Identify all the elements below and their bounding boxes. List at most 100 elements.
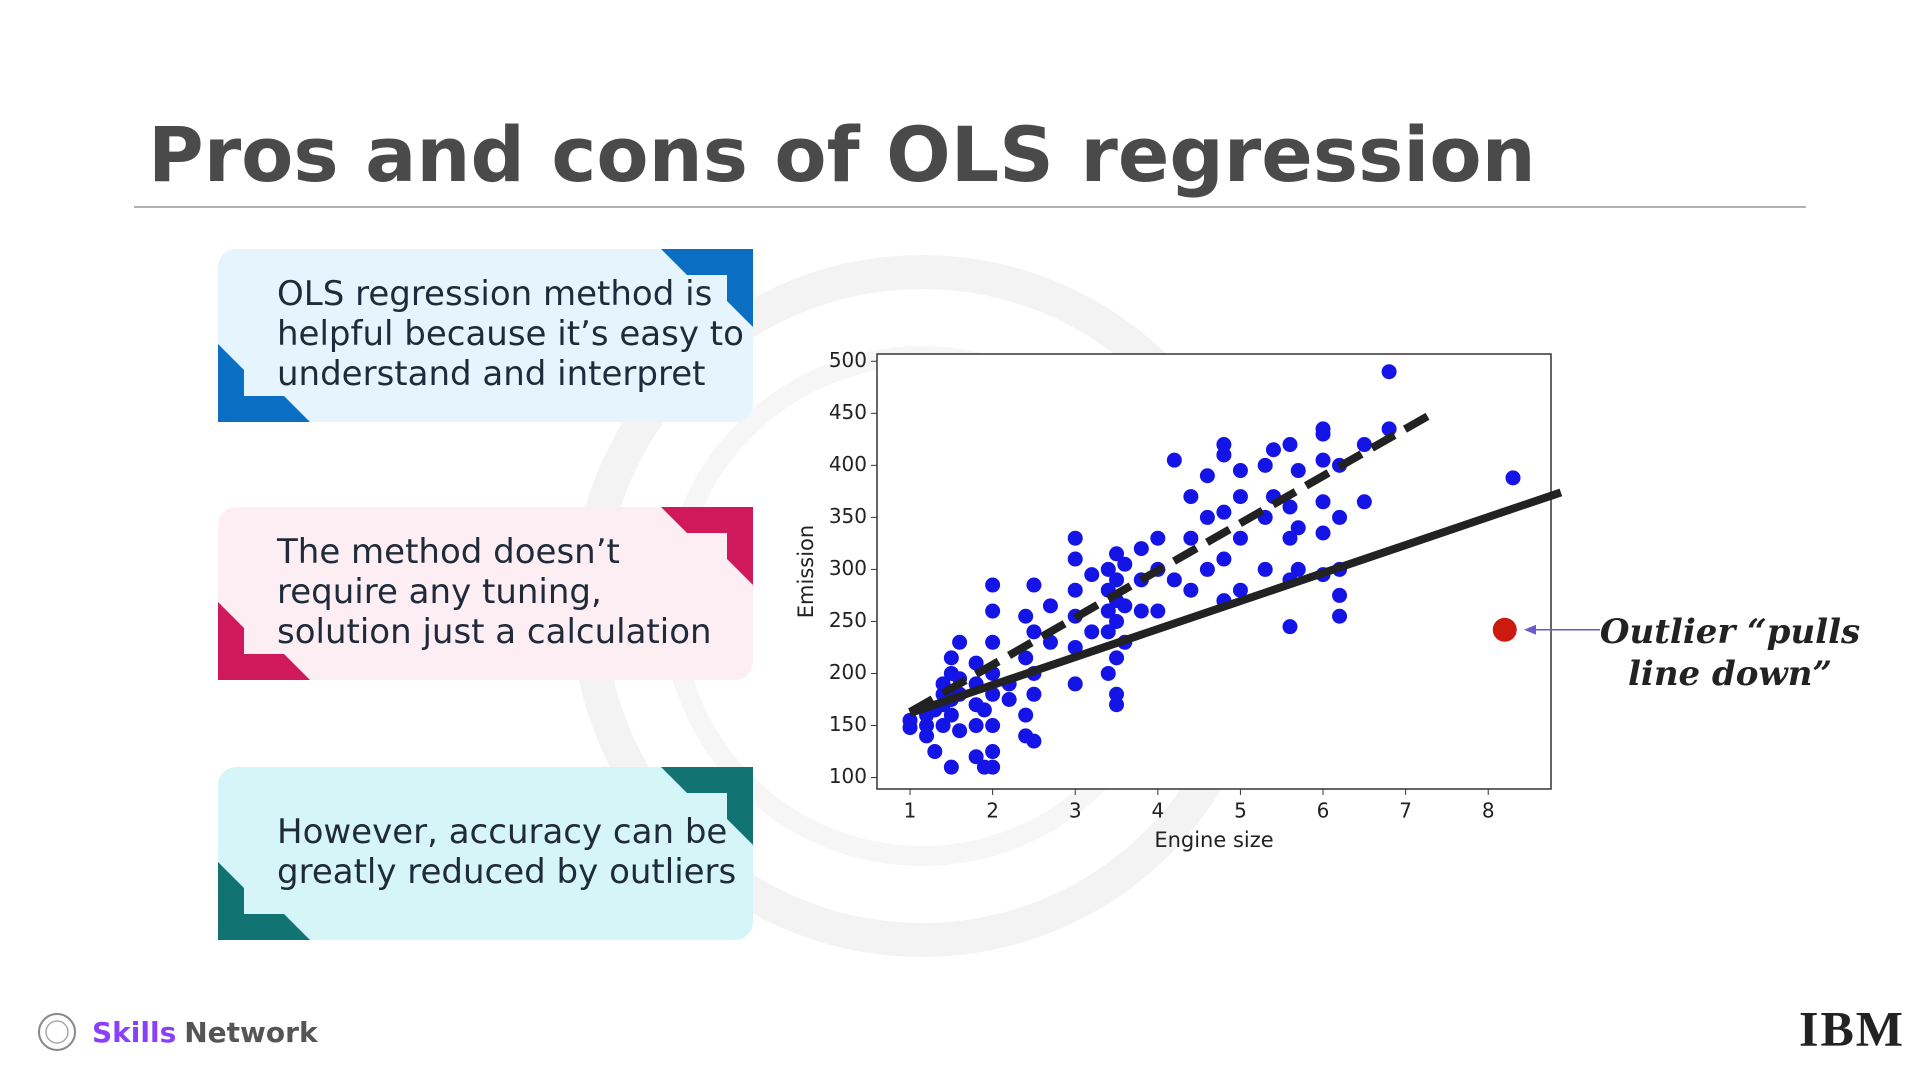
brand-icon — [45, 1020, 69, 1044]
data-point — [1067, 639, 1083, 655]
data-point — [902, 712, 918, 728]
data-point — [1381, 364, 1397, 380]
card-corner — [218, 602, 310, 680]
data-point — [1199, 561, 1215, 577]
x-tick-label: 3 — [1069, 799, 1082, 823]
data-point — [1067, 551, 1083, 567]
data-point — [1257, 561, 1273, 577]
data-point — [1257, 457, 1273, 473]
y-tick-label: 500 — [829, 348, 867, 372]
card-text: greatly reduced by outliers — [277, 852, 736, 892]
data-point — [1199, 509, 1215, 525]
data-point — [1067, 530, 1083, 546]
card — [218, 767, 753, 940]
data-point — [1282, 530, 1298, 546]
data-point — [1332, 608, 1348, 624]
data-point — [1018, 650, 1034, 666]
data-point — [985, 759, 1001, 775]
card — [218, 507, 753, 680]
x-tick-label: 6 — [1317, 799, 1330, 823]
x-tick-label: 7 — [1399, 799, 1412, 823]
data-point — [943, 707, 959, 723]
data-point — [1166, 572, 1182, 588]
card-text: require any tuning, — [277, 572, 602, 612]
data-point — [1042, 634, 1058, 650]
data-point — [1109, 697, 1125, 713]
annotation-text: Outlier “pulls — [1600, 612, 1860, 652]
brand: Skills Network — [92, 1016, 319, 1049]
data-point — [1290, 520, 1306, 536]
data-point — [1232, 489, 1248, 505]
data-point — [943, 759, 959, 775]
data-point — [1183, 582, 1199, 598]
data-point — [943, 650, 959, 666]
x-tick-label: 8 — [1482, 799, 1495, 823]
data-point — [952, 634, 968, 650]
data-point — [1018, 707, 1034, 723]
data-point — [927, 744, 943, 760]
x-tick-label: 2 — [986, 799, 999, 823]
data-point — [1356, 494, 1372, 510]
data-point — [1109, 613, 1125, 629]
data-point — [1001, 692, 1017, 708]
card-corner — [661, 249, 753, 327]
data-point — [1150, 530, 1166, 546]
data-point — [1133, 603, 1149, 619]
card — [218, 249, 753, 422]
data-point — [985, 718, 1001, 734]
data-point — [1100, 603, 1116, 619]
data-point — [1109, 572, 1125, 588]
data-point — [1109, 650, 1125, 666]
data-point — [985, 577, 1001, 593]
data-point — [1505, 470, 1521, 486]
data-point — [1315, 525, 1331, 541]
card-corner — [218, 344, 310, 422]
data-point — [968, 718, 984, 734]
data-point — [1315, 494, 1331, 510]
data-point — [1100, 665, 1116, 681]
data-point — [1183, 530, 1199, 546]
data-point — [1026, 733, 1042, 749]
data-point — [985, 686, 1001, 702]
card-text: OLS regression method is — [277, 274, 712, 314]
data-point — [1117, 556, 1133, 572]
annotation-arrowhead — [1524, 624, 1536, 635]
data-point — [1332, 587, 1348, 603]
card-corner — [661, 507, 753, 585]
y-tick-label: 300 — [829, 556, 867, 580]
data-point — [1109, 686, 1125, 702]
data-point — [1282, 619, 1298, 635]
y-tick-label: 200 — [829, 660, 867, 684]
data-point — [968, 655, 984, 671]
y-tick-label: 450 — [829, 400, 867, 424]
slide-title: Pros and cons of OLS regression — [148, 110, 1536, 199]
data-point — [1315, 421, 1331, 437]
y-tick-label: 150 — [829, 712, 867, 736]
data-point — [1100, 561, 1116, 577]
brand-icon — [38, 1013, 76, 1051]
brand-skills: Skills — [92, 1016, 176, 1049]
data-point — [1216, 447, 1232, 463]
data-point — [1067, 582, 1083, 598]
data-point — [1117, 598, 1133, 614]
data-point — [1067, 676, 1083, 692]
data-point — [1100, 624, 1116, 640]
data-point — [1356, 437, 1372, 453]
data-point — [935, 718, 951, 734]
card-text: However, accuracy can be — [277, 812, 727, 852]
ibm-logo: IBM — [1799, 1000, 1905, 1056]
regression-line — [908, 488, 1563, 717]
data-point — [985, 634, 1001, 650]
card-corner — [218, 862, 310, 940]
data-point — [1042, 598, 1058, 614]
y-tick-label: 100 — [829, 764, 867, 788]
data-point — [1150, 603, 1166, 619]
data-point — [919, 718, 935, 734]
data-point — [1026, 624, 1042, 640]
y-tick-label: 250 — [829, 608, 867, 632]
x-tick-label: 4 — [1151, 799, 1164, 823]
data-point — [1216, 551, 1232, 567]
data-point — [968, 749, 984, 765]
data-point — [1133, 541, 1149, 557]
data-point — [1183, 489, 1199, 505]
